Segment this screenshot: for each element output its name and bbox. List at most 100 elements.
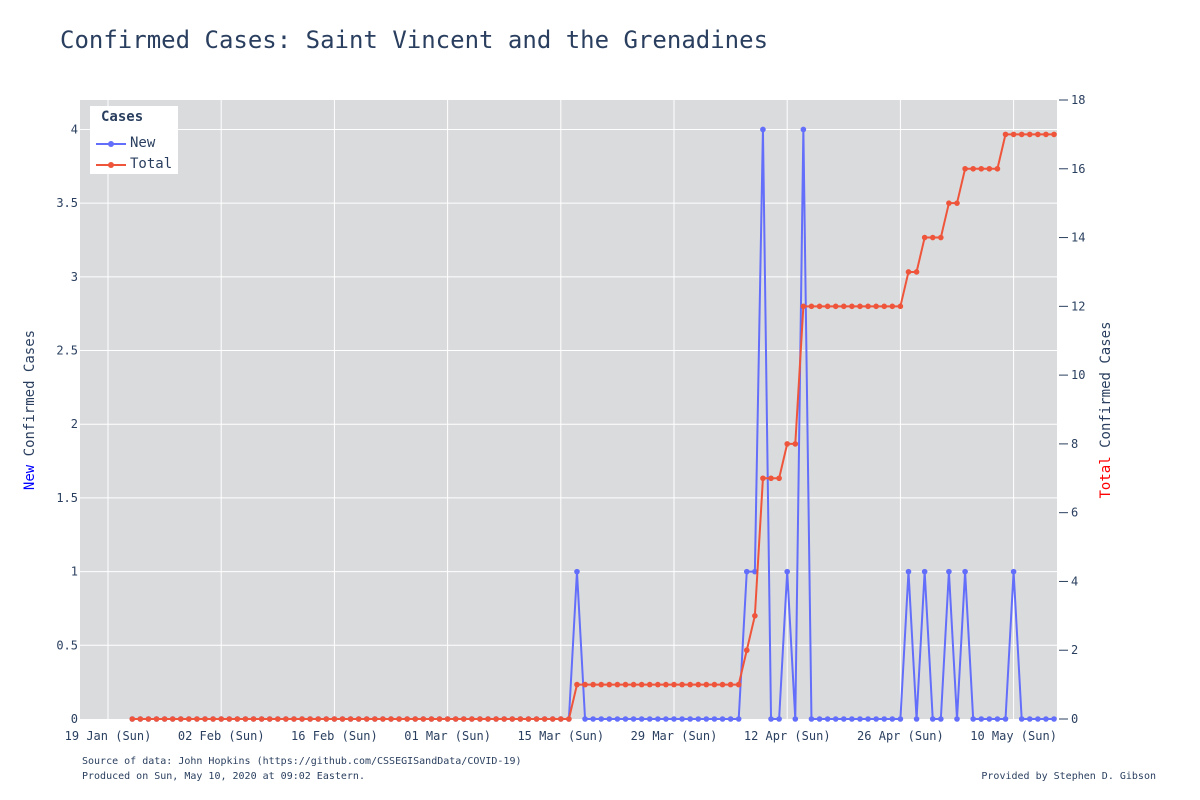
data-point-new (1035, 716, 1041, 722)
y-right-tick-label: 8 (1071, 437, 1078, 451)
data-point-total (460, 716, 467, 722)
data-point-total (727, 681, 734, 688)
data-point-total (161, 716, 168, 722)
data-point-new (921, 568, 928, 575)
data-point-total (372, 716, 378, 722)
data-point-total (315, 716, 322, 722)
data-point-total (388, 716, 394, 722)
data-point-new (760, 126, 766, 133)
data-point-total (525, 716, 532, 722)
data-point-new (913, 716, 920, 722)
data-point-new (962, 568, 968, 575)
data-point-new (574, 568, 580, 575)
data-point-new (1002, 716, 1009, 722)
data-point-total (897, 303, 904, 310)
data-point-total (339, 716, 346, 722)
data-point-new (606, 716, 613, 722)
data-point-new (897, 716, 904, 722)
data-point-total (541, 716, 548, 722)
data-point-new (1026, 716, 1033, 722)
data-point-new (857, 716, 863, 722)
data-point-total (873, 303, 879, 310)
data-point-total (994, 165, 1001, 172)
data-point-new (978, 716, 985, 722)
data-point-total (250, 716, 257, 722)
data-point-total (169, 716, 176, 722)
y-left-tick-label: 3.5 (56, 196, 78, 210)
y-left-tick-label: 4 (71, 122, 78, 136)
data-point-new (582, 716, 588, 722)
data-point-new (752, 568, 758, 575)
data-point-total (1002, 131, 1009, 138)
legend-item-total[interactable]: Total (96, 156, 176, 174)
x-tick-label: 29 Mar (Sun) (631, 729, 718, 743)
y-right-tick-label: 10 (1071, 368, 1085, 382)
data-point-total (186, 716, 192, 722)
data-point-new (816, 716, 823, 722)
data-point-total (533, 716, 540, 722)
data-point-new (824, 716, 831, 722)
data-point-total (865, 303, 871, 310)
data-point-total (558, 716, 564, 722)
data-point-new (743, 568, 750, 575)
data-point-total (331, 716, 338, 722)
data-point-total (590, 681, 596, 688)
data-point-total (291, 716, 297, 722)
data-point-new (792, 716, 799, 722)
data-point-total (671, 681, 677, 688)
data-point-total (145, 716, 152, 722)
footer-produced: Produced on Sun, May 10, 2020 at 09:02 E… (82, 771, 365, 782)
data-point-total (129, 716, 136, 722)
data-point-total (889, 303, 896, 310)
data-point-new (889, 716, 896, 722)
y-right-tick-label: 2 (1071, 643, 1078, 657)
data-point-new (590, 716, 596, 722)
data-point-total (428, 716, 435, 722)
y-left-tick-label: 0 (71, 712, 78, 726)
y-left-tick-label: 2 (71, 417, 78, 431)
data-point-total (275, 716, 281, 722)
data-point-total (776, 475, 782, 482)
data-point-total (679, 681, 685, 688)
data-point-total (816, 303, 823, 310)
data-point-new (784, 568, 790, 575)
y-right-tick-label: 6 (1071, 506, 1078, 520)
data-point-new (1043, 716, 1049, 722)
data-point-new (768, 716, 774, 722)
legend-label-new: New (130, 135, 156, 151)
data-point-total (299, 716, 305, 722)
data-point-new (671, 716, 677, 722)
data-point-total (1018, 131, 1025, 138)
data-point-total (1035, 131, 1041, 138)
y-right-tick-label: 4 (1071, 574, 1078, 588)
data-point-total (638, 681, 645, 688)
data-point-total (420, 716, 427, 722)
data-point-new (841, 716, 847, 722)
data-point-total (412, 716, 419, 722)
data-point-total (630, 681, 637, 688)
legend-item-new[interactable]: New (96, 135, 176, 153)
data-point-total (355, 716, 362, 722)
data-point-total (598, 681, 605, 688)
y-right-tick-label: 16 (1071, 162, 1085, 176)
y-right-axis-label: Total Confirmed Cases (1098, 321, 1114, 498)
data-point-total (137, 716, 144, 722)
plot-background (80, 100, 1057, 719)
data-point-total (283, 716, 289, 722)
data-point-new (598, 716, 605, 722)
data-point-total (493, 716, 499, 722)
data-point-new (808, 716, 815, 722)
data-point-new (994, 716, 1001, 722)
data-point-total (202, 716, 208, 722)
data-point-total (477, 716, 483, 722)
data-point-total (735, 681, 742, 688)
data-point-new (970, 716, 976, 722)
data-point-total (452, 716, 459, 722)
y-right-tick-label: 0 (1071, 712, 1078, 726)
data-point-new (986, 716, 993, 722)
data-point-total (1010, 131, 1017, 138)
data-point-new (646, 716, 653, 722)
data-point-new (873, 716, 879, 722)
data-point-total (687, 681, 693, 688)
data-point-new (663, 716, 669, 722)
